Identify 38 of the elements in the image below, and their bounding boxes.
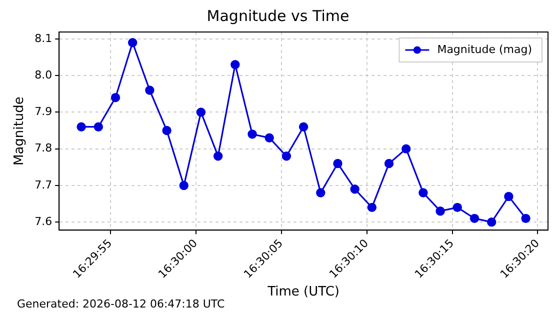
point [128,38,138,48]
point [282,152,292,161]
point [316,188,326,198]
point [298,122,308,132]
y-axis-title: Magnitude [12,96,28,166]
point [350,184,360,194]
point [76,122,86,132]
point [333,158,342,168]
point [196,108,206,117]
point [213,152,223,161]
point [264,133,274,142]
point [145,86,154,95]
point [179,180,188,190]
point [418,188,428,198]
point [248,130,257,139]
text: Generated: 2026-08-12 06:47:18 UTC [17,297,226,310]
point [230,60,240,70]
y-tick-label: 8.1 [34,32,52,45]
y-tick-label: 8.0 [34,68,52,82]
point [384,158,394,168]
point [402,144,411,154]
y-tick-label: 7.9 [34,105,52,118]
point [504,192,514,202]
point [110,92,120,102]
point [452,202,462,212]
legend-label: Magnitude (mag) [437,42,532,56]
point [94,122,104,132]
point [367,202,377,212]
point [486,217,496,227]
y-tick-label: 7.7 [34,178,52,192]
y-tick-label: 7.8 [34,142,52,155]
point [521,214,530,224]
point [470,214,480,224]
chart-title: Magnitude vs Time [206,6,350,25]
x-axis-title: Time (UTC) [266,284,340,300]
point [162,126,172,136]
point [436,206,445,216]
y-tick-label: 7.6 [34,214,52,228]
